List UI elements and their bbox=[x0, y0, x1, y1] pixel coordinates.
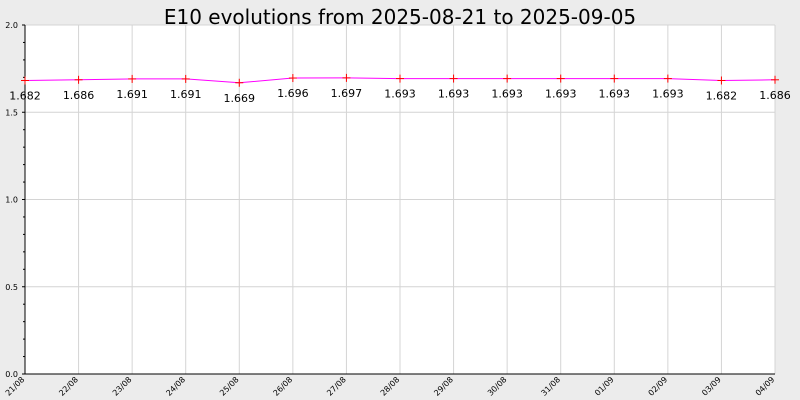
data-label: 1.682 bbox=[9, 89, 41, 102]
data-label: 1.697 bbox=[331, 87, 363, 100]
data-label: 1.691 bbox=[116, 88, 148, 101]
x-tick-label: 25/08 bbox=[218, 375, 241, 398]
x-tick-label: 29/08 bbox=[432, 375, 455, 398]
y-tick-label: 1.0 bbox=[5, 196, 18, 205]
data-label: 1.686 bbox=[759, 89, 791, 102]
data-point bbox=[396, 74, 404, 83]
data-label: 1.693 bbox=[652, 88, 684, 101]
y-tick-label: 0.5 bbox=[5, 283, 18, 292]
x-tick-label: 03/09 bbox=[700, 375, 723, 398]
x-tick-label: 22/08 bbox=[57, 375, 80, 398]
data-label: 1.693 bbox=[438, 88, 470, 101]
x-tick-label: 02/09 bbox=[647, 375, 670, 398]
data-point bbox=[74, 75, 83, 84]
x-tick-label: 31/08 bbox=[539, 375, 562, 398]
x-tick-label: 04/09 bbox=[754, 375, 777, 398]
data-labels: 1.682 1.686 1.691 1.691 1.669 1.696 1.697 1.693… bbox=[9, 87, 791, 105]
data-point bbox=[128, 74, 137, 83]
x-tick-label: 27/08 bbox=[325, 375, 348, 398]
x-tick-label: 30/08 bbox=[486, 375, 509, 398]
x-tick-label: 28/08 bbox=[379, 375, 402, 398]
data-label: 1.693 bbox=[384, 88, 416, 101]
data-label: 1.682 bbox=[706, 89, 738, 102]
data-label: 1.691 bbox=[170, 88, 202, 101]
data-point bbox=[503, 74, 512, 83]
data-point bbox=[449, 74, 458, 83]
y-tick-label: 0.0 bbox=[5, 370, 18, 379]
data-point bbox=[235, 78, 244, 87]
data-label: 1.696 bbox=[277, 87, 309, 100]
data-point bbox=[771, 75, 779, 84]
data-point bbox=[342, 73, 351, 82]
data-point bbox=[556, 74, 565, 83]
x-tick-label: 24/08 bbox=[164, 375, 187, 398]
data-point bbox=[21, 76, 29, 85]
data-point bbox=[181, 74, 190, 83]
y-tick-label: 2.0 bbox=[5, 21, 18, 30]
data-point bbox=[663, 74, 672, 83]
series bbox=[21, 73, 779, 87]
data-label: 1.686 bbox=[63, 89, 95, 102]
y-tick-label: 1.5 bbox=[5, 108, 18, 117]
data-label: 1.693 bbox=[599, 88, 631, 101]
data-label: 1.693 bbox=[545, 88, 577, 101]
data-label: 1.669 bbox=[224, 92, 256, 105]
x-tick-label: 23/08 bbox=[111, 375, 134, 398]
data-point bbox=[610, 74, 619, 83]
x-tick-label: 01/09 bbox=[593, 375, 616, 398]
data-point bbox=[288, 74, 297, 83]
x-tick-label: 26/08 bbox=[272, 375, 295, 398]
data-label: 1.693 bbox=[491, 88, 523, 101]
data-point bbox=[717, 76, 726, 85]
